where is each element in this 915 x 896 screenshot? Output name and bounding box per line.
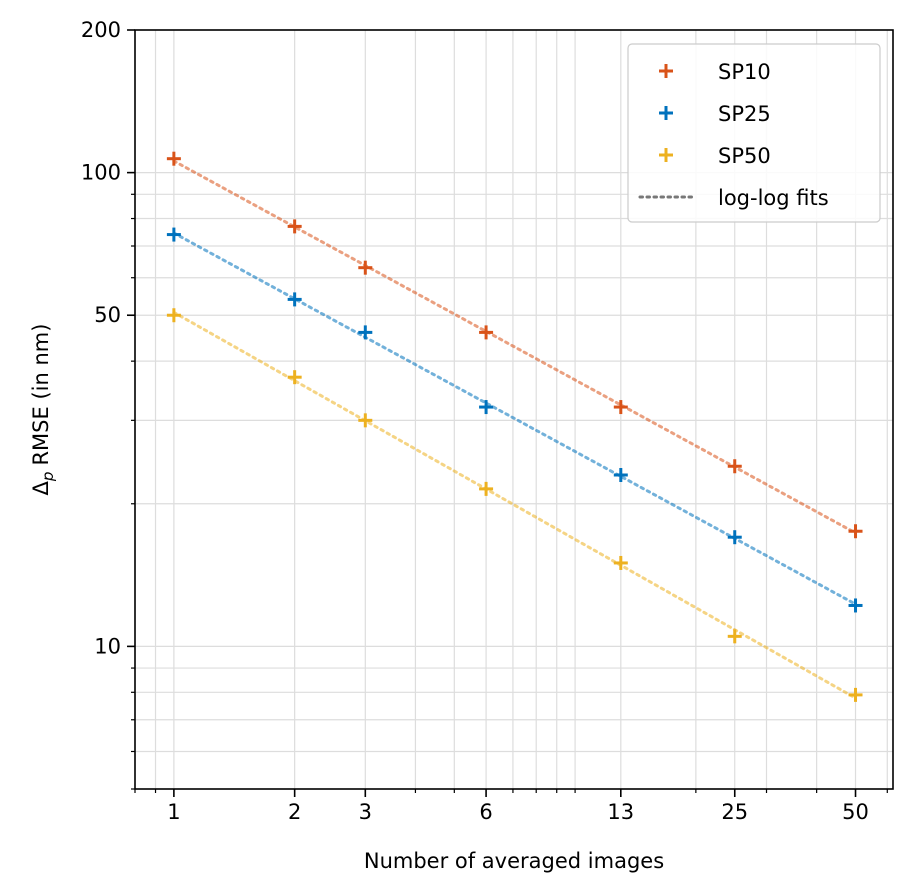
legend: SP10 SP25 SP50 log-log fits (627, 43, 881, 223)
fit-line-sp25 (172, 231, 858, 606)
marker-sp10 (479, 325, 494, 340)
marker-sp50 (358, 413, 373, 428)
y-tick-label: 200 (81, 18, 121, 42)
legend-label: SP10 (718, 60, 771, 84)
marker-sp10 (166, 151, 181, 166)
x-tick-label: 3 (359, 800, 372, 824)
legend-entry-sp10: SP10 (659, 60, 771, 84)
y-axis-label: Δp RMSE (in nm) (29, 324, 57, 496)
legend-label: SP50 (718, 144, 771, 168)
y-axis-label-text: RMSE (in nm) (29, 324, 53, 466)
legend-label: SP25 (718, 102, 771, 126)
x-axis-label: Number of averaged images (364, 849, 664, 873)
y-axis-label-symbol: Δ (29, 480, 53, 495)
marker-sp50 (727, 629, 742, 644)
data-markers (166, 151, 863, 702)
legend-entry-sp50: SP50 (659, 144, 771, 168)
fit-line-sp50 (172, 310, 858, 700)
legend-entry-fits: log-log fits (638, 186, 829, 210)
x-tick-label: 1 (167, 800, 180, 824)
x-tick-label: 6 (479, 800, 492, 824)
marker-sp50 (287, 370, 302, 385)
legend-label: log-log fits (718, 186, 829, 210)
x-tick-label: 50 (842, 800, 869, 824)
y-tick-label: 100 (81, 161, 121, 185)
legend-box (627, 43, 881, 223)
marker-sp10 (613, 400, 628, 415)
marker-sp10 (727, 459, 742, 474)
y-tick-label: 50 (94, 303, 121, 327)
marker-sp10 (848, 524, 863, 539)
marker-sp25 (848, 598, 863, 613)
marker-sp25 (358, 325, 373, 340)
y-axis-label-subscript: p (39, 472, 57, 483)
marker-sp25 (727, 530, 742, 545)
marker-sp25 (613, 468, 628, 483)
marker-sp10 (287, 219, 302, 234)
marker-sp25 (287, 292, 302, 307)
y-tick-label: 10 (94, 634, 121, 658)
fit-lines (172, 159, 858, 700)
axis-ticks: 1 2 3 6 13 25 50 10 50 100 200 (81, 18, 888, 824)
x-tick-label: 2 (288, 800, 301, 824)
marker-sp50 (848, 687, 863, 702)
marker-sp25 (166, 227, 181, 242)
marker-sp50 (479, 481, 494, 496)
legend-entry-sp25: SP25 (659, 102, 771, 126)
plot-frame (134, 29, 894, 790)
x-tick-label: 13 (607, 800, 634, 824)
marker-sp10 (358, 260, 373, 275)
marker-sp50 (166, 308, 181, 323)
fit-line-sp10 (172, 159, 858, 535)
x-tick-label: 25 (721, 800, 748, 824)
marker-sp50 (613, 555, 628, 570)
marker-sp25 (479, 400, 494, 415)
